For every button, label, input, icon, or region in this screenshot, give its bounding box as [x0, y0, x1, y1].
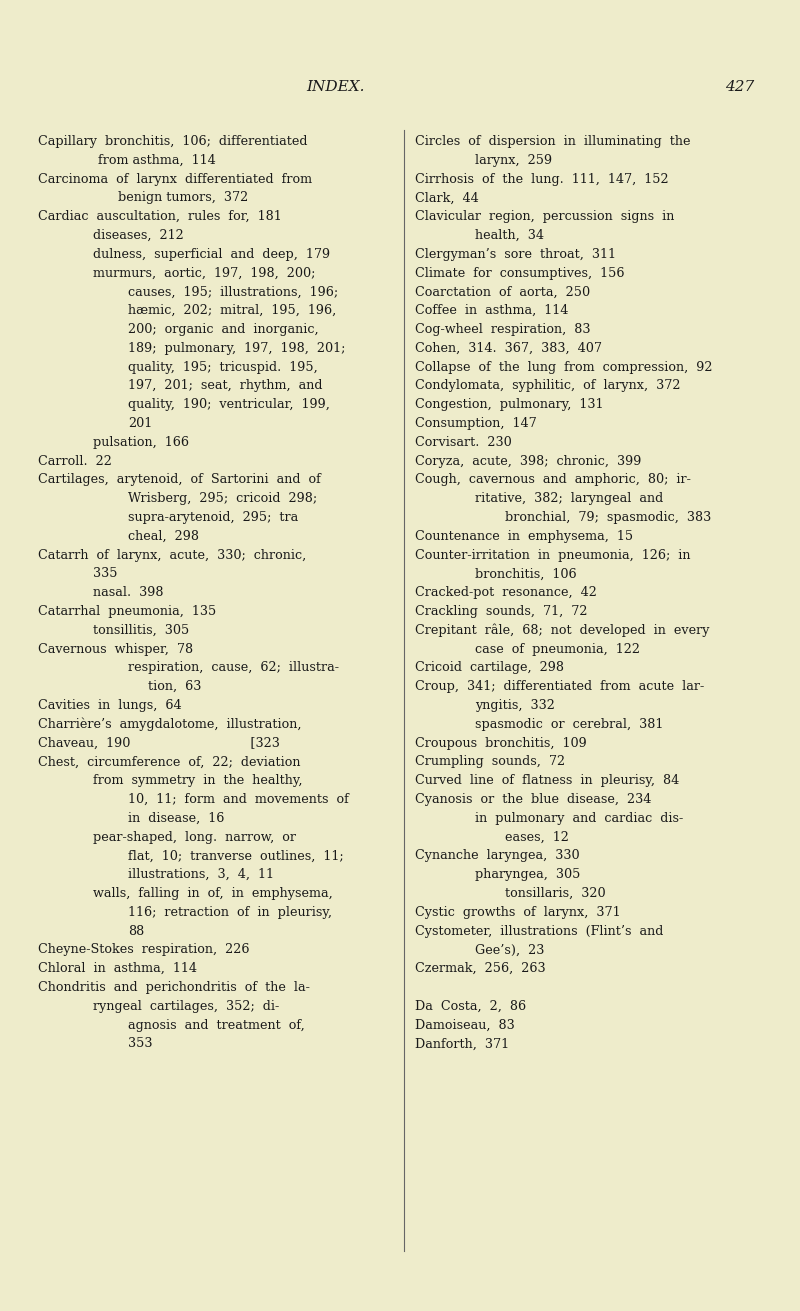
Text: Counter-irritation  in  pneumonia,  126;  in: Counter-irritation in pneumonia, 126; in — [415, 548, 690, 561]
Text: 353: 353 — [128, 1037, 153, 1050]
Text: tion,  63: tion, 63 — [148, 680, 202, 694]
Text: 427: 427 — [725, 80, 754, 94]
Text: Capillary  bronchitis,  106;  differentiated: Capillary bronchitis, 106; differentiate… — [38, 135, 307, 148]
Text: Corvisart.  230: Corvisart. 230 — [415, 435, 512, 448]
Text: causes,  195;  illustrations,  196;: causes, 195; illustrations, 196; — [128, 286, 338, 299]
Text: Cohen,  314.  367,  383,  407: Cohen, 314. 367, 383, 407 — [415, 342, 602, 355]
Text: hæmic,  202;  mitral,  195,  196,: hæmic, 202; mitral, 195, 196, — [128, 304, 336, 317]
Text: Clark,  44: Clark, 44 — [415, 191, 478, 205]
Text: 201: 201 — [128, 417, 152, 430]
Text: cheal,  298: cheal, 298 — [128, 530, 199, 543]
Text: tonsillaris,  320: tonsillaris, 320 — [505, 888, 606, 899]
Text: ritative,  382;  laryngeal  and: ritative, 382; laryngeal and — [475, 492, 663, 505]
Text: ryngeal  cartilages,  352;  di-: ryngeal cartilages, 352; di- — [93, 1000, 279, 1013]
Text: Croup,  341;  differentiated  from  acute  lar-: Croup, 341; differentiated from acute la… — [415, 680, 704, 694]
Text: 10,  11;  form  and  movements  of: 10, 11; form and movements of — [128, 793, 349, 806]
Text: Cracked-pot  resonance,  42: Cracked-pot resonance, 42 — [415, 586, 597, 599]
Text: pulsation,  166: pulsation, 166 — [93, 435, 189, 448]
Text: health,  34: health, 34 — [475, 229, 544, 243]
Text: Wrisberg,  295;  cricoid  298;: Wrisberg, 295; cricoid 298; — [128, 492, 317, 505]
Text: Cavities  in  lungs,  64: Cavities in lungs, 64 — [38, 699, 182, 712]
Text: 116;  retraction  of  in  pleurisy,: 116; retraction of in pleurisy, — [128, 906, 332, 919]
Text: Cardiac  auscultation,  rules  for,  181: Cardiac auscultation, rules for, 181 — [38, 210, 282, 223]
Text: Cyanosis  or  the  blue  disease,  234: Cyanosis or the blue disease, 234 — [415, 793, 651, 806]
Text: larynx,  259: larynx, 259 — [475, 153, 552, 166]
Text: pear-shaped,  long.  narrow,  or: pear-shaped, long. narrow, or — [93, 831, 296, 843]
Text: Cheyne-Stokes  respiration,  226: Cheyne-Stokes respiration, 226 — [38, 944, 250, 957]
Text: agnosis  and  treatment  of,: agnosis and treatment of, — [128, 1019, 305, 1032]
Text: 335: 335 — [93, 568, 118, 581]
Text: Charrière’s  amygdalotome,  illustration,: Charrière’s amygdalotome, illustration, — [38, 718, 302, 732]
Text: diseases,  212: diseases, 212 — [93, 229, 184, 243]
Text: illustrations,  3,  4,  11: illustrations, 3, 4, 11 — [128, 868, 274, 881]
Text: Coryza,  acute,  398;  chronic,  399: Coryza, acute, 398; chronic, 399 — [415, 455, 642, 468]
Text: eases,  12: eases, 12 — [505, 831, 569, 843]
Text: Chloral  in  asthma,  114: Chloral in asthma, 114 — [38, 962, 197, 975]
Text: Cystometer,  illustrations  (Flint’s  and: Cystometer, illustrations (Flint’s and — [415, 924, 663, 937]
Text: Danforth,  371: Danforth, 371 — [415, 1037, 509, 1050]
Text: Da  Costa,  2,  86: Da Costa, 2, 86 — [415, 1000, 526, 1013]
Text: Chaveau,  190                              [323: Chaveau, 190 [323 — [38, 737, 280, 750]
Text: yngitis,  332: yngitis, 332 — [475, 699, 555, 712]
Text: flat,  10;  tranverse  outlines,  11;: flat, 10; tranverse outlines, 11; — [128, 850, 344, 863]
Text: Consumption,  147: Consumption, 147 — [415, 417, 537, 430]
Text: benign tumors,  372: benign tumors, 372 — [118, 191, 248, 205]
Text: Chest,  circumference  of,  22;  deviation: Chest, circumference of, 22; deviation — [38, 755, 301, 768]
Text: case  of  pneumonia,  122: case of pneumonia, 122 — [475, 642, 640, 656]
Text: Croupous  bronchitis,  109: Croupous bronchitis, 109 — [415, 737, 586, 750]
Text: from asthma,  114: from asthma, 114 — [98, 153, 216, 166]
Text: Curved  line  of  flatness  in  pleurisy,  84: Curved line of flatness in pleurisy, 84 — [415, 775, 679, 787]
Text: in  disease,  16: in disease, 16 — [128, 812, 224, 825]
Text: INDEX.: INDEX. — [306, 80, 364, 94]
Text: Collapse  of  the  lung  from  compression,  92: Collapse of the lung from compression, 9… — [415, 361, 713, 374]
Text: bronchitis,  106: bronchitis, 106 — [475, 568, 577, 581]
Text: Cricoid  cartilage,  298: Cricoid cartilage, 298 — [415, 662, 564, 674]
Text: 189;  pulmonary,  197,  198,  201;: 189; pulmonary, 197, 198, 201; — [128, 342, 346, 355]
Text: Czermak,  256,  263: Czermak, 256, 263 — [415, 962, 546, 975]
Text: Catarrhal  pneumonia,  135: Catarrhal pneumonia, 135 — [38, 604, 216, 617]
Text: bronchial,  79;  spasmodic,  383: bronchial, 79; spasmodic, 383 — [505, 511, 711, 524]
Text: Condylomata,  syphilitic,  of  larynx,  372: Condylomata, syphilitic, of larynx, 372 — [415, 379, 681, 392]
Text: 200;  organic  and  inorganic,: 200; organic and inorganic, — [128, 323, 318, 336]
Text: Cynanche  laryngea,  330: Cynanche laryngea, 330 — [415, 850, 580, 863]
Text: respiration,  cause,  62;  illustra-: respiration, cause, 62; illustra- — [128, 662, 339, 674]
Text: 197,  201;  seat,  rhythm,  and: 197, 201; seat, rhythm, and — [128, 379, 322, 392]
Text: Cog-wheel  respiration,  83: Cog-wheel respiration, 83 — [415, 323, 590, 336]
Text: Clavicular  region,  percussion  signs  in: Clavicular region, percussion signs in — [415, 210, 674, 223]
Text: Coarctation  of  aorta,  250: Coarctation of aorta, 250 — [415, 286, 590, 299]
Text: Carroll.  22: Carroll. 22 — [38, 455, 112, 468]
Text: Chondritis  and  perichondritis  of  the  la-: Chondritis and perichondritis of the la- — [38, 981, 310, 994]
Text: Cavernous  whisper,  78: Cavernous whisper, 78 — [38, 642, 193, 656]
Text: from  symmetry  in  the  healthy,: from symmetry in the healthy, — [93, 775, 302, 787]
Text: Damoiseau,  83: Damoiseau, 83 — [415, 1019, 514, 1032]
Text: murmurs,  aortic,  197,  198,  200;: murmurs, aortic, 197, 198, 200; — [93, 266, 315, 279]
Text: Crepitant  râle,  68;  not  developed  in  every: Crepitant râle, 68; not developed in eve… — [415, 624, 710, 637]
Text: Crackling  sounds,  71,  72: Crackling sounds, 71, 72 — [415, 604, 587, 617]
Text: Cirrhosis  of  the  lung.  111,  147,  152: Cirrhosis of the lung. 111, 147, 152 — [415, 173, 669, 186]
Text: nasal.  398: nasal. 398 — [93, 586, 163, 599]
Text: Countenance  in  emphysema,  15: Countenance in emphysema, 15 — [415, 530, 633, 543]
Text: Congestion,  pulmonary,  131: Congestion, pulmonary, 131 — [415, 399, 603, 412]
Text: Cystic  growths  of  larynx,  371: Cystic growths of larynx, 371 — [415, 906, 621, 919]
Text: tonsillitis,  305: tonsillitis, 305 — [93, 624, 190, 637]
Text: Cartilages,  arytenoid,  of  Sartorini  and  of: Cartilages, arytenoid, of Sartorini and … — [38, 473, 321, 486]
Text: Clergyman’s  sore  throat,  311: Clergyman’s sore throat, 311 — [415, 248, 616, 261]
Text: pharyngea,  305: pharyngea, 305 — [475, 868, 580, 881]
Text: walls,  falling  in  of,  in  emphysema,: walls, falling in of, in emphysema, — [93, 888, 333, 899]
Text: supra-arytenoid,  295;  tra: supra-arytenoid, 295; tra — [128, 511, 298, 524]
Text: quality,  190;  ventricular,  199,: quality, 190; ventricular, 199, — [128, 399, 330, 412]
Text: spasmodic  or  cerebral,  381: spasmodic or cerebral, 381 — [475, 718, 663, 730]
Text: in  pulmonary  and  cardiac  dis-: in pulmonary and cardiac dis- — [475, 812, 683, 825]
Text: Coffee  in  asthma,  114: Coffee in asthma, 114 — [415, 304, 568, 317]
Text: Climate  for  consumptives,  156: Climate for consumptives, 156 — [415, 266, 625, 279]
Text: Crumpling  sounds,  72: Crumpling sounds, 72 — [415, 755, 565, 768]
Text: Catarrh  of  larynx,  acute,  330;  chronic,: Catarrh of larynx, acute, 330; chronic, — [38, 548, 306, 561]
Text: Carcinoma  of  larynx  differentiated  from: Carcinoma of larynx differentiated from — [38, 173, 312, 186]
Text: dulness,  superficial  and  deep,  179: dulness, superficial and deep, 179 — [93, 248, 330, 261]
Text: Cough,  cavernous  and  amphoric,  80;  ir-: Cough, cavernous and amphoric, 80; ir- — [415, 473, 691, 486]
Text: 88: 88 — [128, 924, 144, 937]
Text: quality,  195;  tricuspid.  195,: quality, 195; tricuspid. 195, — [128, 361, 318, 374]
Text: Gee’s),  23: Gee’s), 23 — [475, 944, 544, 957]
Text: Circles  of  dispersion  in  illuminating  the: Circles of dispersion in illuminating th… — [415, 135, 690, 148]
